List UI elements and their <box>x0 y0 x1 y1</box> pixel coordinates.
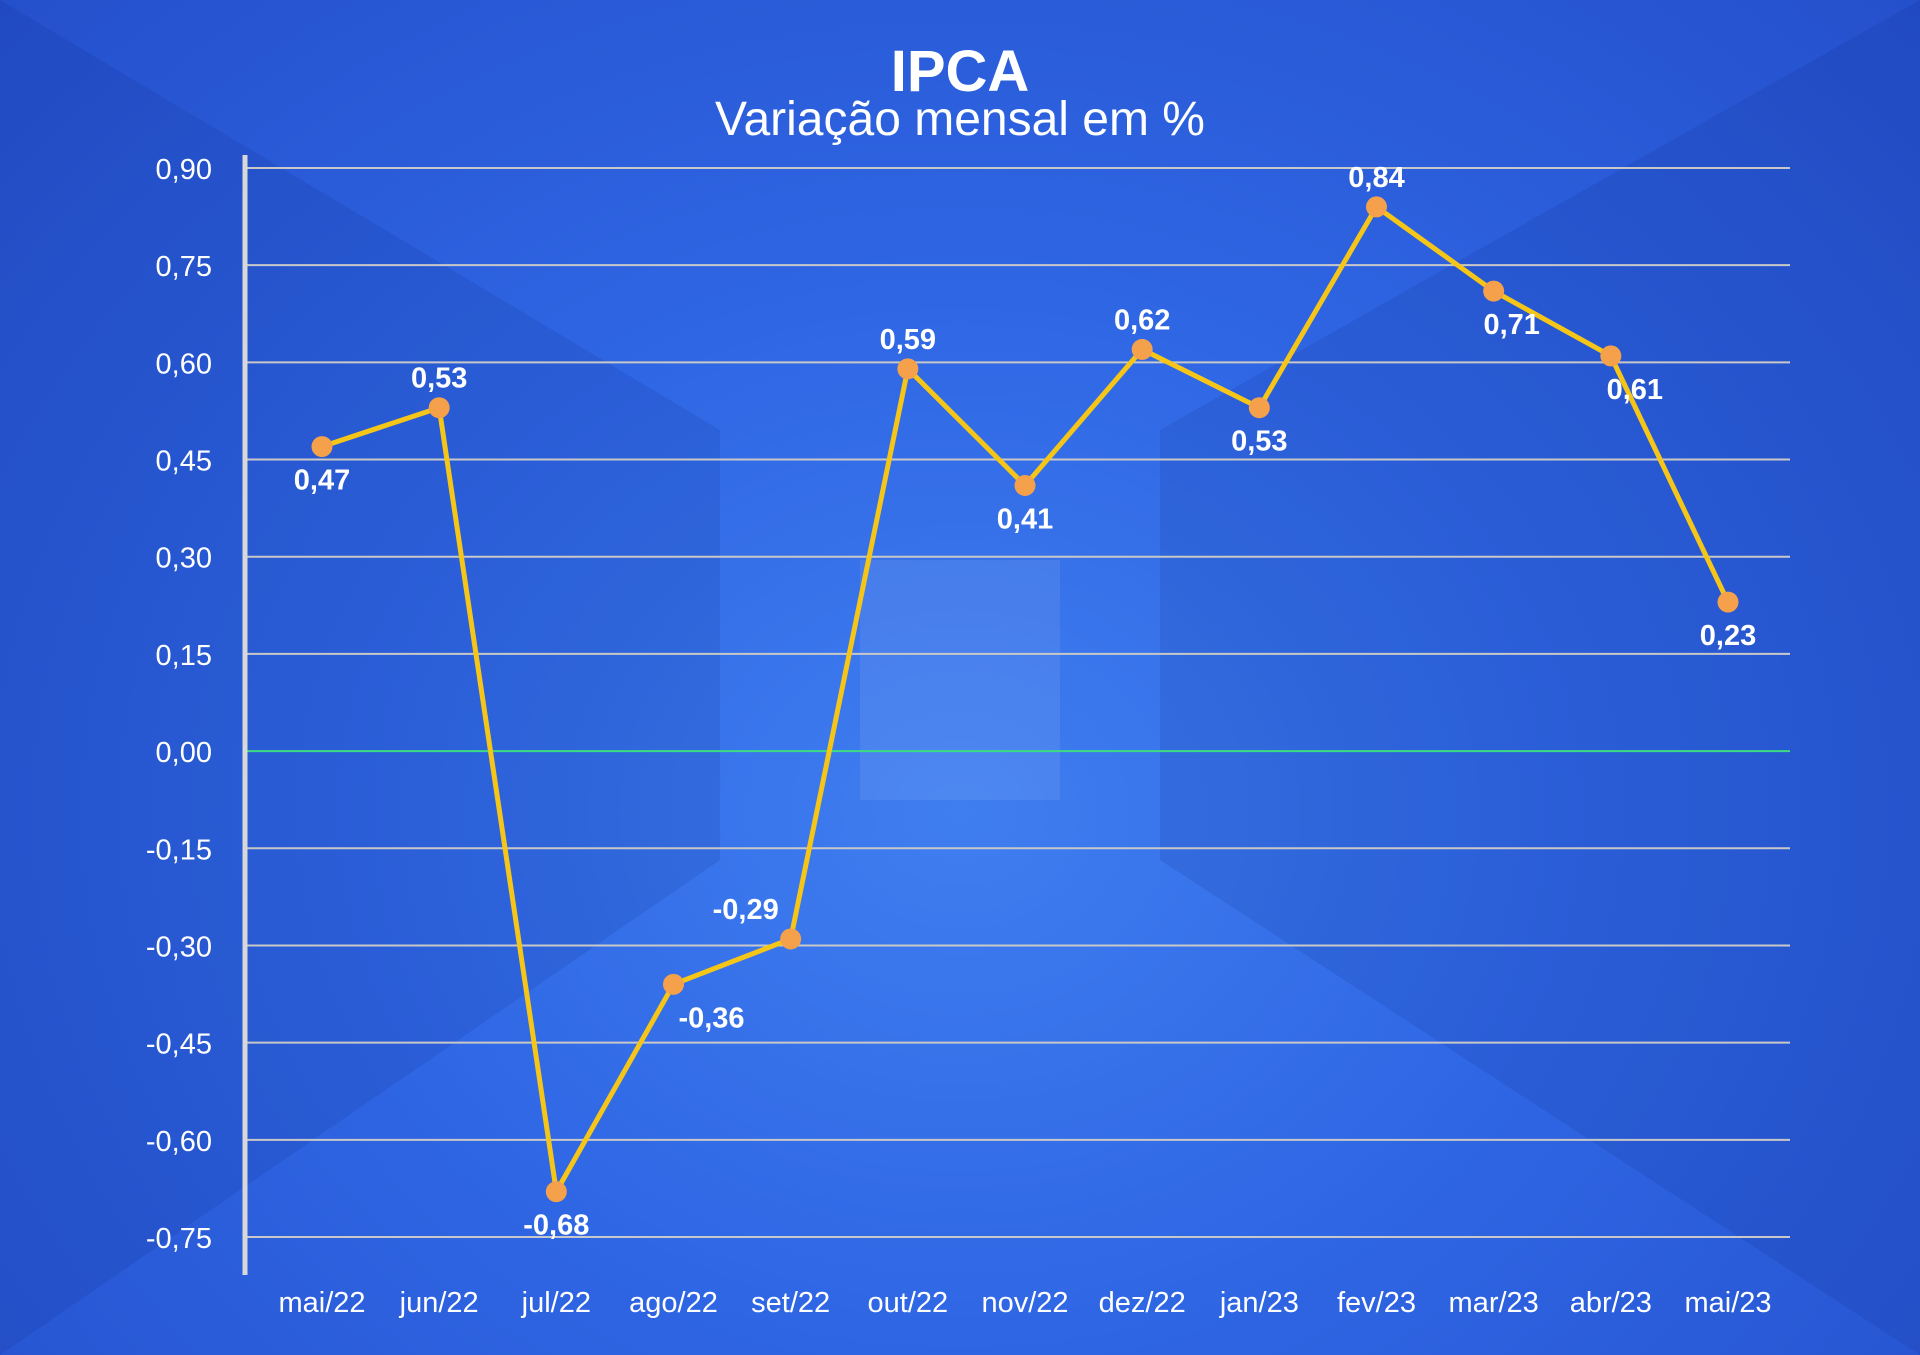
x-tick-label: mai/23 <box>1684 1287 1771 1319</box>
data-point <box>311 436 333 458</box>
y-tick-label: 0,45 <box>156 446 212 478</box>
x-tick-label: jul/22 <box>521 1287 591 1319</box>
x-tick-label: jun/22 <box>399 1287 479 1319</box>
data-point <box>663 973 684 995</box>
data-point <box>1366 196 1387 218</box>
x-tick-labels: mai/22 jun/22 jul/22 ago/22 set/22 out/22 nov/… <box>278 1287 1771 1319</box>
x-tick-label: nov/22 <box>981 1287 1068 1319</box>
y-tick-label: -0,30 <box>146 931 212 963</box>
data-point <box>1717 591 1739 613</box>
y-tick-labels: 0,90 0,75 0,60 0,45 0,30 0,15 0,00 -0,15 -0,30 -0… <box>146 154 212 1255</box>
y-tick-label: 0,75 <box>156 251 212 283</box>
x-tick-label: dez/22 <box>1099 1287 1186 1319</box>
y-tick-label: 0,15 <box>156 640 212 672</box>
x-tick-label: ago/22 <box>629 1287 718 1319</box>
data-labels: 0,47 0,53 -0,68 -0,36 -0,29 0,59 0,41 0,62 0,53 0… <box>294 162 1756 1242</box>
data-point <box>1014 474 1036 496</box>
series-line <box>321 204 1731 1195</box>
data-label: 0,84 <box>1348 162 1404 194</box>
chart-title: IPCA <box>890 39 1030 104</box>
data-label: 0,47 <box>294 465 350 497</box>
data-label: 0,71 <box>1483 309 1539 341</box>
data-label: 0,62 <box>1114 304 1170 336</box>
y-tick-label: -0,15 <box>146 834 212 866</box>
data-label: 0,53 <box>411 363 467 395</box>
y-tick-label: 0,30 <box>156 543 212 575</box>
data-label: -0,29 <box>713 894 779 926</box>
data-label: 0,41 <box>997 503 1053 535</box>
x-tick-label: fev/23 <box>1337 1287 1416 1319</box>
data-label: 0,61 <box>1607 374 1663 406</box>
data-point <box>780 928 802 950</box>
data-label: 0,59 <box>880 324 936 356</box>
x-tick-label: mar/23 <box>1449 1287 1539 1319</box>
data-label: 0,23 <box>1700 620 1756 652</box>
y-tick-label: -0,75 <box>146 1223 212 1255</box>
x-tick-label: jan/23 <box>1219 1287 1299 1319</box>
y-tick-label: 0,90 <box>156 154 212 186</box>
chart-subtitle: Variação mensal em % <box>715 93 1205 146</box>
data-point <box>1483 280 1505 302</box>
x-tick-label: mai/22 <box>278 1287 365 1319</box>
data-point <box>1248 397 1270 419</box>
data-point <box>1600 345 1622 367</box>
x-tick-label: out/22 <box>868 1287 949 1319</box>
y-tick-label: 0,00 <box>156 737 212 769</box>
y-tick-label: 0,60 <box>156 348 212 380</box>
data-point <box>1131 338 1153 360</box>
y-tick-label: -0,45 <box>146 1029 212 1061</box>
data-label: -0,68 <box>523 1210 589 1242</box>
data-point <box>897 358 919 380</box>
data-point <box>428 397 450 419</box>
grid-lines <box>245 167 1790 1238</box>
y-tick-label: -0,60 <box>146 1126 212 1158</box>
x-tick-label: set/22 <box>751 1287 830 1319</box>
x-tick-label: abr/23 <box>1570 1287 1652 1319</box>
series-ipca <box>311 196 1739 1203</box>
data-label: -0,36 <box>678 1002 744 1034</box>
data-label: 0,53 <box>1231 426 1287 458</box>
data-point <box>545 1181 567 1203</box>
